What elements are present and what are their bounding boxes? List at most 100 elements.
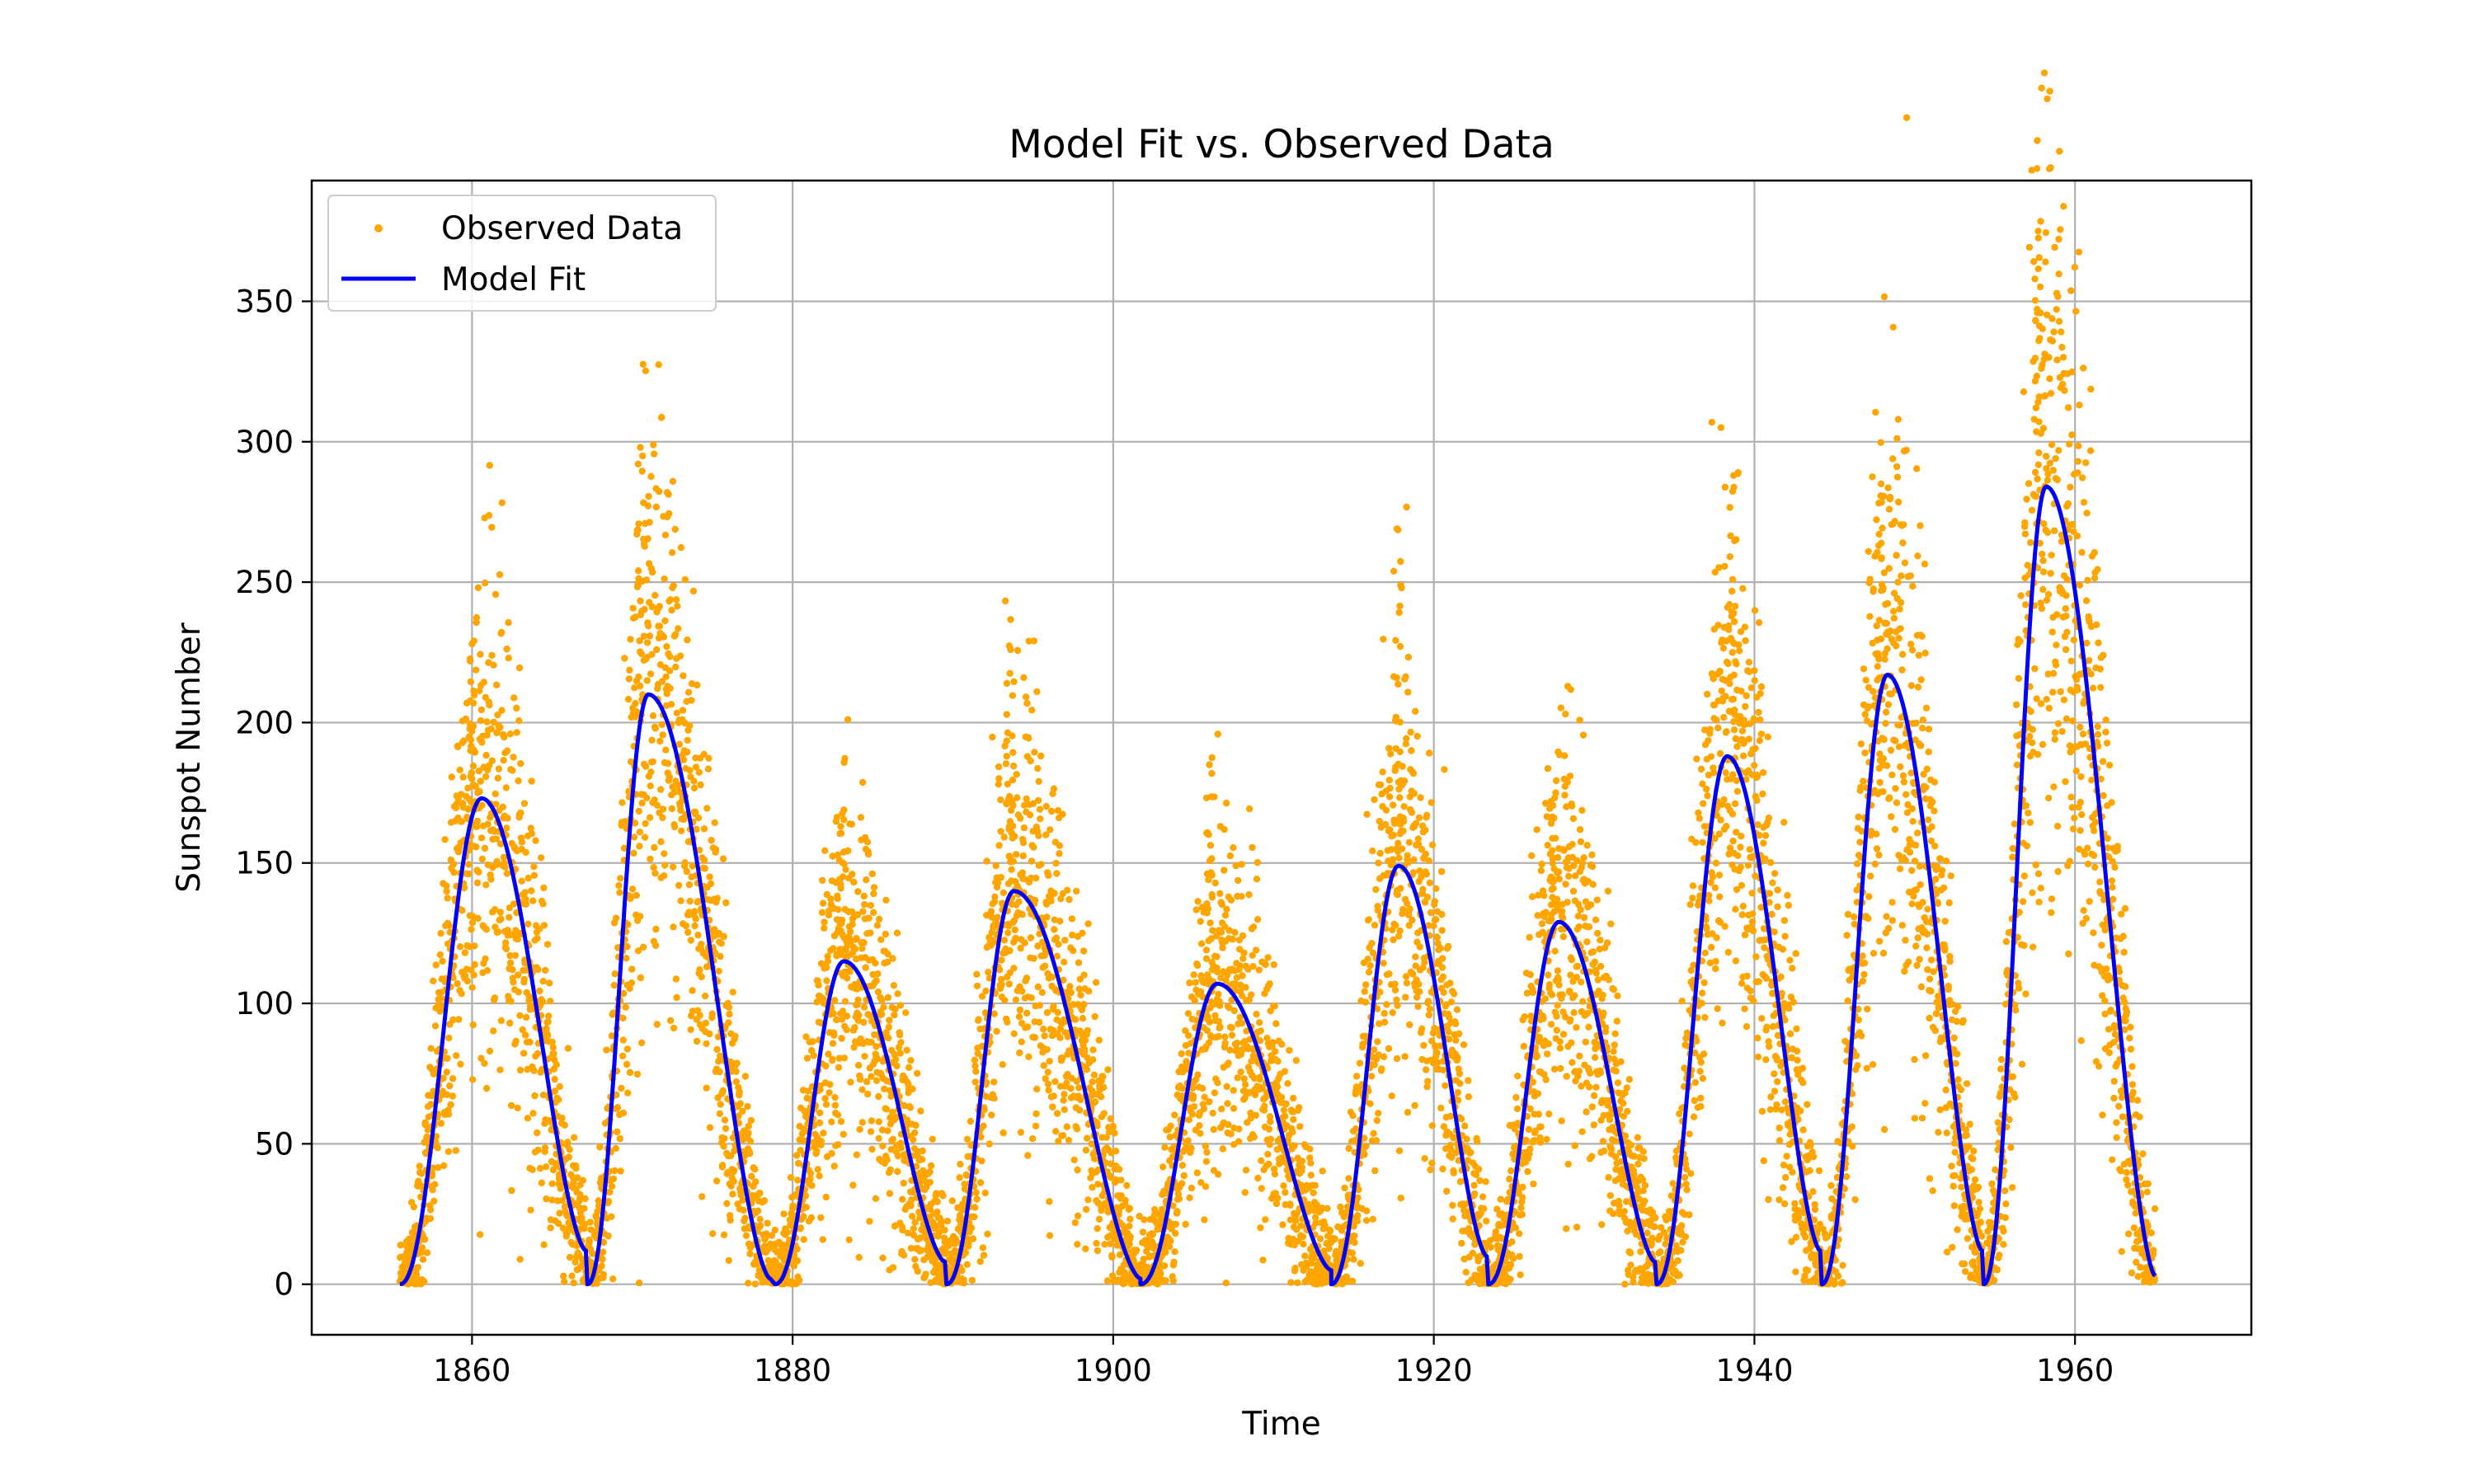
observed-point: [882, 1106, 891, 1113]
observed-point: [623, 1045, 632, 1053]
observed-point: [819, 1236, 826, 1243]
observed-point: [896, 1002, 905, 1009]
observed-point: [1016, 1049, 1023, 1057]
observed-point: [884, 993, 892, 1002]
observed-point: [539, 1092, 548, 1099]
observed-point: [917, 1247, 925, 1254]
observed-point: [521, 1031, 529, 1039]
observed-point: [448, 773, 455, 781]
observed-point: [471, 749, 479, 756]
observed-point: [706, 1124, 714, 1131]
observed-point: [725, 1256, 732, 1265]
observed-point: [716, 1068, 723, 1076]
observed-point: [651, 942, 660, 950]
observed-point: [558, 1115, 566, 1122]
observed-point: [596, 1144, 604, 1151]
observed-point: [1094, 1122, 1101, 1129]
observed-point: [840, 806, 848, 814]
observed-point: [522, 848, 529, 857]
observed-point: [1225, 1004, 1233, 1012]
observed-point: [897, 1144, 905, 1152]
observed-point: [828, 1118, 835, 1126]
observed-point: [725, 1019, 732, 1026]
observed-point: [760, 1197, 769, 1205]
observed-point: [857, 814, 865, 821]
observed-point: [1458, 1239, 1465, 1247]
observed-point: [459, 907, 466, 914]
observed-point: [1397, 885, 1404, 892]
observed-point: [872, 1043, 880, 1050]
observed-point: [556, 1209, 563, 1217]
observed-point: [1170, 1258, 1178, 1266]
observed-point: [689, 862, 696, 870]
observed-point: [1387, 750, 1395, 758]
observed-point: [1449, 1201, 1456, 1209]
observed-point: [1082, 1146, 1090, 1154]
observed-point: [1348, 1249, 1357, 1257]
observed-point: [720, 1143, 727, 1150]
observed-point: [744, 1102, 751, 1111]
observed-point: [632, 613, 639, 621]
observed-point: [666, 653, 674, 660]
observed-point: [963, 1135, 971, 1144]
observed-point: [1352, 1125, 1360, 1133]
observed-point: [426, 1214, 434, 1223]
observed-point: [1450, 990, 1458, 998]
observed-point: [512, 1037, 520, 1045]
observed-point: [658, 414, 666, 421]
observed-point: [598, 1262, 605, 1270]
observed-point: [1331, 1235, 1338, 1242]
observed-point: [1023, 1009, 1031, 1017]
observed-point: [686, 722, 694, 730]
observed-point: [935, 1228, 943, 1236]
observed-point: [477, 716, 485, 725]
observed-point: [486, 1047, 494, 1055]
observed-point: [556, 1082, 563, 1091]
observed-point: [421, 1236, 429, 1243]
observed-point: [630, 849, 637, 857]
observed-point: [1426, 879, 1433, 887]
observed-point: [509, 767, 516, 774]
observed-point: [1348, 1277, 1357, 1285]
observed-point: [528, 777, 535, 785]
observed-point: [522, 895, 529, 903]
observed-point: [516, 1256, 524, 1263]
observed-point: [889, 1264, 897, 1271]
observed-point: [536, 1164, 544, 1172]
observed-point: [719, 855, 727, 862]
observed-point: [636, 843, 643, 850]
observed-point: [971, 1204, 979, 1211]
observed-point: [727, 1152, 735, 1160]
observed-point: [1211, 1012, 1219, 1020]
observed-point: [851, 1024, 858, 1031]
observed-point: [1012, 996, 1020, 1004]
observed-point: [1025, 1053, 1032, 1061]
observed-point: [627, 758, 635, 766]
observed-point: [1184, 1010, 1192, 1017]
observed-point: [992, 862, 999, 870]
observed-point: [476, 1231, 484, 1238]
observed-point: [1265, 1125, 1273, 1133]
observed-point: [899, 1195, 906, 1203]
observed-point: [1385, 1045, 1393, 1053]
observed-point: [956, 1174, 963, 1181]
observed-point: [524, 1115, 532, 1122]
observed-point: [539, 978, 547, 985]
observed-point: [1410, 856, 1418, 864]
observed-point: [1034, 796, 1042, 805]
observed-point: [1366, 962, 1374, 970]
observed-point: [971, 1213, 978, 1221]
observed-point: [866, 1218, 873, 1225]
observed-point: [528, 829, 536, 838]
observed-point: [824, 957, 832, 965]
observed-point: [688, 680, 696, 688]
observed-point: [971, 1062, 979, 1070]
observed-point: [576, 1190, 584, 1199]
observed-point: [731, 1032, 739, 1040]
observed-point: [430, 1181, 439, 1188]
observed-point: [1185, 1116, 1193, 1124]
observed-point: [1380, 1018, 1389, 1026]
observed-point: [907, 1202, 915, 1209]
observed-point: [1237, 1068, 1244, 1076]
observed-point: [821, 1095, 829, 1102]
